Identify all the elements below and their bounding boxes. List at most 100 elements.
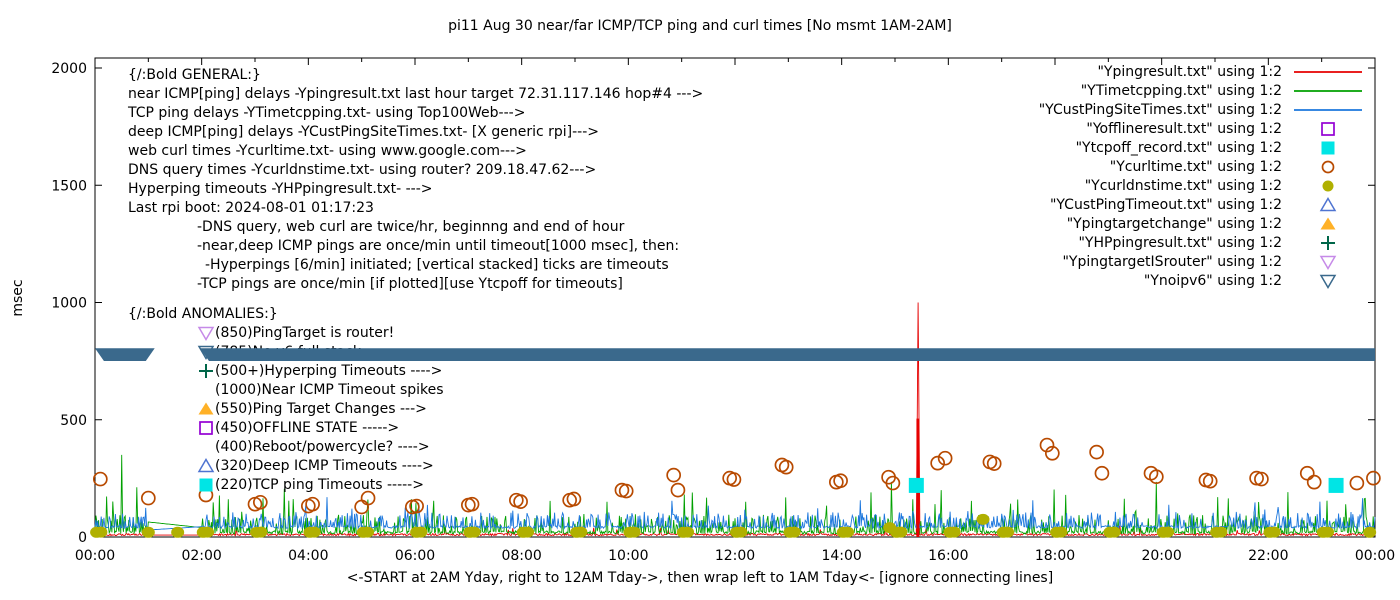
- x-tick-label: 20:00: [1141, 548, 1181, 564]
- legend-row: "YHPpingresult.txt" using 1:2: [1078, 234, 1364, 253]
- annotation-text: Hyperping timeouts -YHPpingresult.txt- -…: [128, 181, 433, 197]
- annotation-text: {/:Bold ANOMALIES:}: [128, 306, 278, 322]
- dns-time-point: [201, 526, 215, 538]
- legend-label: "YTimetcpping.txt" using 1:2: [1080, 83, 1282, 99]
- legend-swatch: [1292, 120, 1364, 138]
- legend-swatch: [1292, 234, 1364, 252]
- line-icon: [1294, 71, 1362, 73]
- legend-swatch: [1292, 63, 1364, 81]
- y-tick-label: 1500: [51, 178, 87, 194]
- curl-time-point: [1299, 465, 1315, 481]
- dns-time-point: [94, 526, 108, 538]
- curl-time-point: [666, 467, 682, 483]
- curl-time-point: [618, 483, 634, 499]
- x-tick-label: 18:00: [1035, 548, 1075, 564]
- x-tick-label: 16:00: [928, 548, 968, 564]
- annotation-text: -DNS query, web curl are twice/hr, begin…: [197, 219, 625, 235]
- legend-row: "YCustPingSiteTimes.txt" using 1:2: [1039, 101, 1364, 120]
- annotation-text: (850)PingTarget is router!: [215, 325, 395, 341]
- triangle-filled-icon: [1320, 217, 1336, 230]
- curl-time-point: [1039, 437, 1055, 453]
- square-filled-icon: [1321, 141, 1335, 155]
- dns-time-point: [681, 526, 695, 538]
- triangle-down-open-icon: [1319, 255, 1337, 270]
- curl-time-point: [778, 459, 794, 475]
- dns-time-point: [1267, 526, 1281, 538]
- dns-time-point: [254, 526, 268, 538]
- legend-swatch: [1292, 101, 1364, 119]
- triangle-down-open-icon: [197, 326, 215, 341]
- circle-open-icon: [1321, 160, 1335, 174]
- annotation-text: (500+)Hyperping Timeouts ---->: [215, 363, 443, 379]
- x-tick-label: 00:00: [75, 548, 115, 564]
- curl-time-point: [885, 475, 901, 491]
- x-tick-label: 10:00: [608, 548, 648, 564]
- dns-time-point: [574, 526, 588, 538]
- legend-label: "YCustPingSiteTimes.txt" using 1:2: [1038, 102, 1282, 118]
- legend-label: "YpingtargetISrouter" using 1:2: [1062, 254, 1282, 270]
- triangle-open-icon: [1319, 197, 1337, 212]
- curl-time-point: [1254, 471, 1269, 487]
- legend-label: "Ynoipv6" using 1:2: [1143, 273, 1282, 289]
- curl-time-point: [1349, 475, 1365, 491]
- annotation-text: (1000)Near ICMP Timeout spikes: [215, 382, 444, 398]
- dns-time-point: [787, 526, 801, 538]
- legend-swatch: [1292, 196, 1364, 214]
- legend-swatch: [1292, 215, 1364, 233]
- legend-swatch: [1292, 139, 1364, 157]
- legend-swatch: [1292, 177, 1364, 195]
- x-tick-label: 06:00: [395, 548, 435, 564]
- curl-time-point: [1366, 470, 1381, 486]
- annotation-text: TCP ping delays -YTimetcpping.txt- using…: [128, 105, 526, 121]
- legend-row: "YCustPingTimeout.txt" using 1:2: [1050, 196, 1364, 215]
- curl-time-point: [833, 473, 848, 489]
- tcp-timeout-point: [908, 477, 924, 493]
- legend-label: "YCustPingTimeout.txt" using 1:2: [1049, 197, 1282, 213]
- curl-time-point: [140, 490, 156, 506]
- triangle-filled-icon: [198, 402, 214, 415]
- line-icon: [1294, 109, 1362, 111]
- annotation-text: web curl times -Ycurltime.txt- using www…: [128, 143, 527, 159]
- legend-label: "Ypingresult.txt" using 1:2: [1097, 64, 1282, 80]
- annotation-text: DNS query times -Ycurldnstime.txt- using…: [128, 162, 597, 178]
- legend-label: "Ypingtargetchange" using 1:2: [1066, 216, 1282, 232]
- curl-time-point: [1089, 444, 1104, 460]
- annotation-text: deep ICMP[ping] delays -YCustPingSiteTim…: [128, 124, 599, 140]
- dns-time-point: [1363, 526, 1377, 538]
- dns-time-point: [627, 526, 641, 538]
- x-tick-label: 14:00: [821, 548, 861, 564]
- tcp-timeout-point: [1328, 477, 1344, 493]
- annotation-square-filled-icon: [197, 476, 215, 494]
- annotation-text: -Hyperpings [6/min] initiated; [vertical…: [205, 257, 669, 273]
- legend-label: "Ycurldnstime.txt" using 1:2: [1084, 178, 1282, 194]
- curl-time-point: [464, 496, 480, 512]
- y-tick-label: 2000: [51, 61, 87, 77]
- curl-time-point: [1148, 469, 1164, 485]
- curl-time-point: [1044, 445, 1060, 461]
- dns-time-point: [171, 526, 185, 538]
- near-icmp-spike: [916, 418, 920, 537]
- curl-time-point: [1202, 473, 1218, 489]
- annotation-text: -TCP pings are once/min [if plotted][use…: [197, 276, 623, 292]
- dns-time-point: [734, 526, 748, 538]
- legend-row: "Ycurldnstime.txt" using 1:2: [1085, 177, 1364, 196]
- curl-time-point: [726, 472, 742, 487]
- dns-time-point: [414, 526, 428, 538]
- legend-label: "Yofflineresult.txt" using 1:2: [1086, 121, 1282, 137]
- dns-time-point: [894, 526, 908, 538]
- annotation-text: (550)Ping Target Changes --->: [215, 401, 427, 417]
- x-tick-label: 02:00: [181, 548, 221, 564]
- annotation-text: near ICMP[ping] delays -Ypingresult.txt …: [128, 86, 704, 102]
- plus-icon: [1321, 236, 1335, 250]
- legend-label: "Ycurltime.txt" using 1:2: [1109, 159, 1282, 175]
- legend-swatch: [1292, 158, 1364, 176]
- dns-time-point: [1054, 526, 1068, 538]
- y-tick-label: 1000: [51, 296, 87, 312]
- plus-icon: [199, 364, 213, 378]
- chart-title: pi11 Aug 30 near/far ICMP/TCP ping and c…: [448, 18, 952, 34]
- dns-time-point: [1321, 526, 1335, 538]
- legend-swatch: [1292, 272, 1364, 290]
- x-tick-label: 00:00: [1355, 548, 1395, 564]
- y-tick-label: 500: [60, 413, 87, 429]
- annotation-text: (450)OFFLINE STATE ----->: [215, 420, 400, 436]
